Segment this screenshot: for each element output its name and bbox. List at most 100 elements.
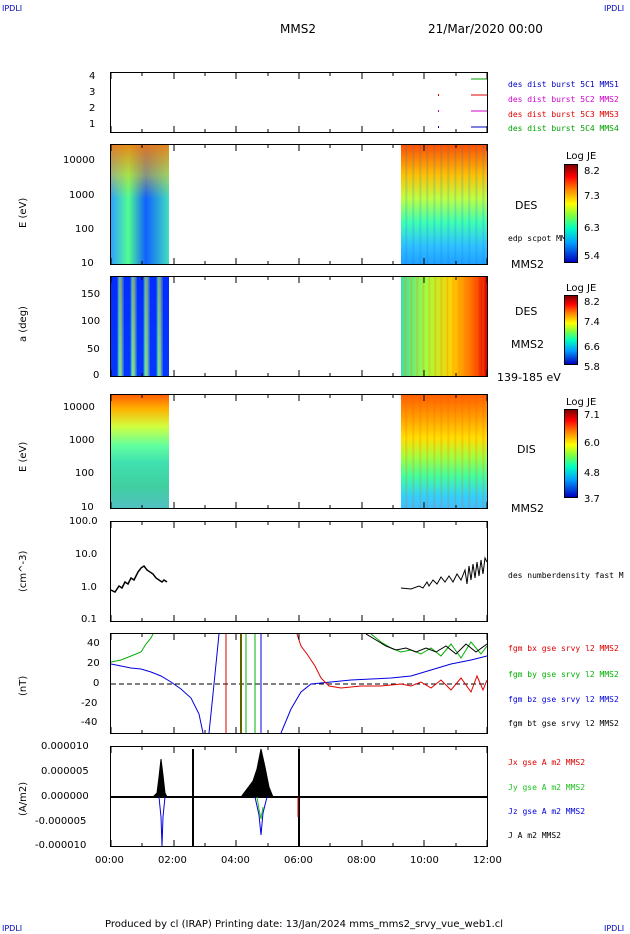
density-tick-1: 1.0	[81, 582, 97, 593]
dis-energy-tick-10: 10	[81, 502, 94, 513]
des-pitch-label: DES	[515, 305, 538, 318]
panel-des-pitch	[110, 276, 488, 377]
burst-tick-2: 2	[89, 103, 96, 114]
current-plot-area	[111, 748, 487, 846]
corner-label-bottom-right: IPDLI	[604, 924, 625, 933]
panel-tick-marks	[111, 522, 487, 621]
density-series-label: des numberdensity fast M	[508, 571, 624, 580]
footer-credit: Produced by cl (IRAP) Printing date: 13/…	[105, 919, 504, 930]
des-energy-spacecraft-label: MMS2	[511, 258, 544, 271]
bfield-by-label: fgm by gse srvy l2 MMS2	[508, 670, 619, 679]
bfield-bx-label: fgm bx gse srvy l2 MMS2	[508, 644, 619, 653]
current-tick-minus-10: -0.000010	[35, 840, 87, 851]
des-energy-cbar-tick-3: 6.3	[584, 223, 600, 234]
bfield-bz-line-late	[280, 655, 487, 733]
x-tick-08: 08:00	[347, 855, 376, 866]
des-energy-cbar-tick-2: 7.3	[584, 191, 600, 202]
des-pitch-spectrogram-early	[111, 277, 169, 376]
burst-legend-mms4: des dist burst 5C4 MMS4	[508, 124, 619, 133]
dis-energy-spectrogram-early	[111, 395, 169, 508]
panel-current-density	[110, 746, 488, 847]
des-pitch-tick-100: 100	[81, 316, 101, 327]
dis-energy-cbar-tick-1: 7.1	[584, 410, 600, 421]
current-ylabel: (A/m2)	[18, 781, 29, 816]
dis-energy-cbar-tick-2: 6.0	[584, 438, 600, 449]
des-pitch-energy-range: 139-185 eV	[497, 371, 561, 384]
density-line-early	[111, 564, 168, 593]
x-tick-04: 04:00	[221, 855, 250, 866]
des-energy-colorbar	[564, 164, 578, 263]
panel-tick-marks	[111, 634, 487, 733]
des-pitch-colorbar	[564, 295, 578, 365]
des-energy-ylabel: E (eV)	[18, 197, 29, 228]
dis-energy-spacecraft-label: MMS2	[511, 502, 544, 515]
current-tick-minus-5: -0.000005	[35, 816, 87, 827]
des-pitch-colorbar-title: Log JE	[566, 283, 597, 294]
des-energy-label: DES	[515, 199, 538, 212]
density-plot-area	[111, 556, 487, 593]
burst-legend-mms3: des dist burst 5C3 MMS3	[508, 110, 619, 119]
plot-title: MMS2	[280, 22, 316, 36]
bfield-plot-area	[111, 634, 487, 733]
panel-tick-marks	[111, 395, 487, 508]
x-tick-00: 00:00	[95, 855, 124, 866]
density-tick-10: 10.0	[75, 549, 98, 560]
burst-plot-area	[438, 78, 487, 128]
dis-energy-colorbar	[564, 409, 578, 498]
burst-tick-1: 1	[89, 119, 96, 130]
corner-label-bottom-left: IPDLI	[2, 924, 23, 933]
des-pitch-cbar-tick-3: 6.6	[584, 342, 600, 353]
current-jz-label: Jz gse A m2 MMS2	[508, 807, 586, 816]
dis-energy-spectrogram-late	[401, 395, 487, 508]
panel-density	[110, 521, 488, 622]
des-energy-tick-1000: 1000	[69, 190, 95, 201]
des-energy-tick-10: 10	[81, 258, 94, 269]
current-j-spike-1	[152, 758, 168, 798]
bfield-bz-line-early	[111, 663, 204, 733]
current-tick-plus-10: 0.000010	[41, 741, 89, 752]
des-pitch-tick-50: 50	[87, 344, 100, 355]
des-energy-colorbar-title: Log JE	[566, 151, 597, 162]
burst-marker-3	[438, 126, 439, 128]
des-pitch-ylabel: a (deg)	[18, 306, 29, 342]
des-pitch-tick-150: 150	[81, 289, 101, 300]
des-pitch-tick-0: 0	[93, 370, 100, 381]
des-pitch-cbar-tick-4: 5.8	[584, 362, 600, 373]
panel-tick-marks	[111, 73, 487, 132]
panel-burst-availability	[110, 72, 488, 133]
bfield-by-line-early	[111, 634, 154, 663]
plot-date: 21/Mar/2020 00:00	[428, 22, 543, 36]
bfield-tick-0: 0	[93, 678, 100, 689]
current-jz-spike-1	[158, 796, 166, 846]
bfield-bx-line-late	[296, 634, 487, 694]
panel-des-energy	[110, 144, 488, 265]
dis-energy-colorbar-title: Log JE	[566, 397, 597, 408]
burst-legend-mms2: des dist burst 5C2 MMS2	[508, 95, 619, 104]
burst-marker-1	[438, 94, 439, 96]
burst-tick-4: 4	[89, 71, 96, 82]
des-pitch-spectrogram-late	[401, 277, 487, 376]
x-tick-02: 02:00	[158, 855, 187, 866]
burst-marker-2	[438, 110, 439, 112]
x-tick-10: 10:00	[410, 855, 439, 866]
des-energy-cbar-tick-1: 8.2	[584, 166, 600, 177]
current-jy-spike-3	[256, 796, 264, 820]
current-j-label: J A m2 MMS2	[508, 831, 561, 840]
current-tick-0: 0.000000	[41, 791, 89, 802]
current-jy-label: Jy gse A m2 MMS2	[508, 783, 586, 792]
panel-tick-marks	[111, 277, 487, 376]
dis-energy-tick-10000: 10000	[63, 402, 95, 413]
dis-energy-tick-1000: 1000	[69, 435, 95, 446]
current-jx-label: Jx gse A m2 MMS2	[508, 758, 586, 767]
dis-energy-tick-100: 100	[75, 468, 95, 479]
dis-energy-label: DIS	[517, 443, 536, 456]
x-tick-12: 12:00	[473, 855, 502, 866]
x-tick-06: 06:00	[284, 855, 313, 866]
dis-energy-ylabel: E (eV)	[18, 441, 29, 472]
dis-energy-cbar-tick-4: 3.7	[584, 494, 600, 505]
burst-legend-mms1: des dist burst 5C1 MMS1	[508, 80, 619, 89]
des-pitch-spacecraft-label: MMS2	[511, 338, 544, 351]
burst-tick-3: 3	[89, 87, 96, 98]
bfield-ylabel: (nT)	[18, 675, 29, 696]
density-tick-0-1: 0.1	[81, 614, 97, 625]
